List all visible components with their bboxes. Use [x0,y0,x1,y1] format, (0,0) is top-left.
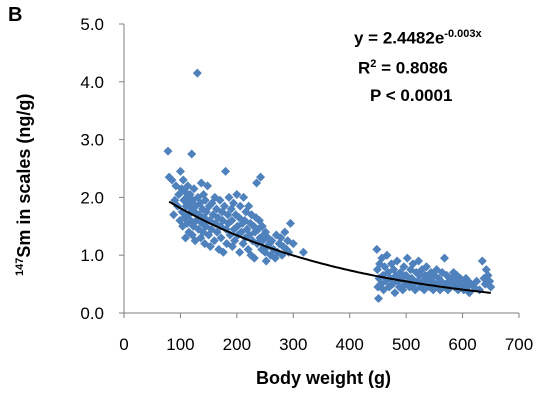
data-point [485,276,495,286]
data-point [224,192,234,202]
data-point [227,216,237,226]
x-axis-label: Body weight (g) [256,368,391,388]
data-point [380,262,390,272]
panel-label: B [8,4,23,26]
data-point [280,227,290,237]
data-point [472,276,482,286]
y-tick-label: 2.0 [80,188,104,207]
y-axis-label-isotope: 147 [14,257,26,276]
x-tick-label: 500 [392,335,420,354]
p-value-text: P < 0.0001 [370,86,453,105]
data-point [196,178,206,188]
trendline [168,200,491,294]
equation-exponent: -0.003x [444,28,482,40]
data-point [372,244,382,254]
data-point [402,253,412,263]
exponential-trendline [168,200,491,294]
axes [123,24,519,314]
data-point [169,210,179,220]
r2-superscript: 2 [370,58,377,70]
data-point [178,175,188,185]
x-tick-label: 400 [336,335,364,354]
y-tick-label: 1.0 [80,246,104,265]
r2-value: = 0.8086 [376,58,448,78]
data-point [390,288,400,298]
x-tick-label: 100 [166,335,194,354]
data-point [192,68,202,78]
data-point [267,236,277,246]
y-axis-label-text: Sm in scales (ng/g) [14,93,34,258]
data-point [228,198,238,208]
x-tick-label: 700 [505,335,533,354]
y-tick-label: 0.0 [80,304,104,323]
data-point [212,227,222,237]
data-point [382,250,392,260]
y-tick-label: 3.0 [80,131,104,150]
data-point [216,233,226,243]
data-point [288,239,298,249]
data-point [221,166,231,176]
data-points [163,68,496,304]
data-point [218,247,228,257]
data-point [230,236,240,246]
data-point [249,253,259,263]
data-point [276,233,286,243]
data-point [232,190,242,200]
x-tick-labels: 0 100 200 300 400 500 600 700 [119,313,533,354]
data-point [285,218,295,228]
data-point [215,195,225,205]
data-point [189,184,199,194]
data-point [239,192,249,202]
data-point [373,294,383,304]
equation-annotation: y = 2.4482e-0.003x [354,28,482,49]
data-point [203,181,213,191]
r2-prefix: R [358,58,371,78]
data-point [175,166,185,176]
x-tick-label: 300 [279,335,307,354]
x-tick-label: 0 [119,335,128,354]
data-point [235,247,245,257]
data-point [252,178,262,188]
data-point [257,221,267,231]
equation-base: y = 2.4482e [354,28,445,48]
r-squared-annotation: R2 = 0.8086 [358,58,448,79]
data-point [235,201,245,211]
p-value-annotation: P < 0.0001 [370,86,452,106]
data-point [414,256,424,266]
data-point [246,250,256,260]
data-point [477,256,487,266]
data-point [440,253,450,263]
data-point [298,247,308,257]
data-point [183,181,193,191]
data-point [167,175,177,185]
y-tick-label: 5.0 [80,15,104,34]
y-tick-labels: 0.0 1.0 2.0 3.0 4.0 5.0 [80,15,124,323]
y-axis-label: 147Sm in scales (ng/g) [14,94,35,276]
x-tick-label: 200 [223,335,251,354]
data-point [486,282,496,292]
data-point [205,242,215,252]
data-point [181,233,191,243]
data-point [392,256,402,266]
data-point [223,210,233,220]
data-point [219,201,229,211]
data-point [200,195,210,205]
data-point [163,146,173,156]
data-point [209,236,219,246]
data-point [261,256,271,266]
data-point [256,172,266,182]
y-tick-label: 4.0 [80,73,104,92]
data-point [399,262,409,272]
data-point [421,262,431,272]
x-tick-label: 600 [448,335,476,354]
data-point [244,201,254,211]
data-point [187,149,197,159]
